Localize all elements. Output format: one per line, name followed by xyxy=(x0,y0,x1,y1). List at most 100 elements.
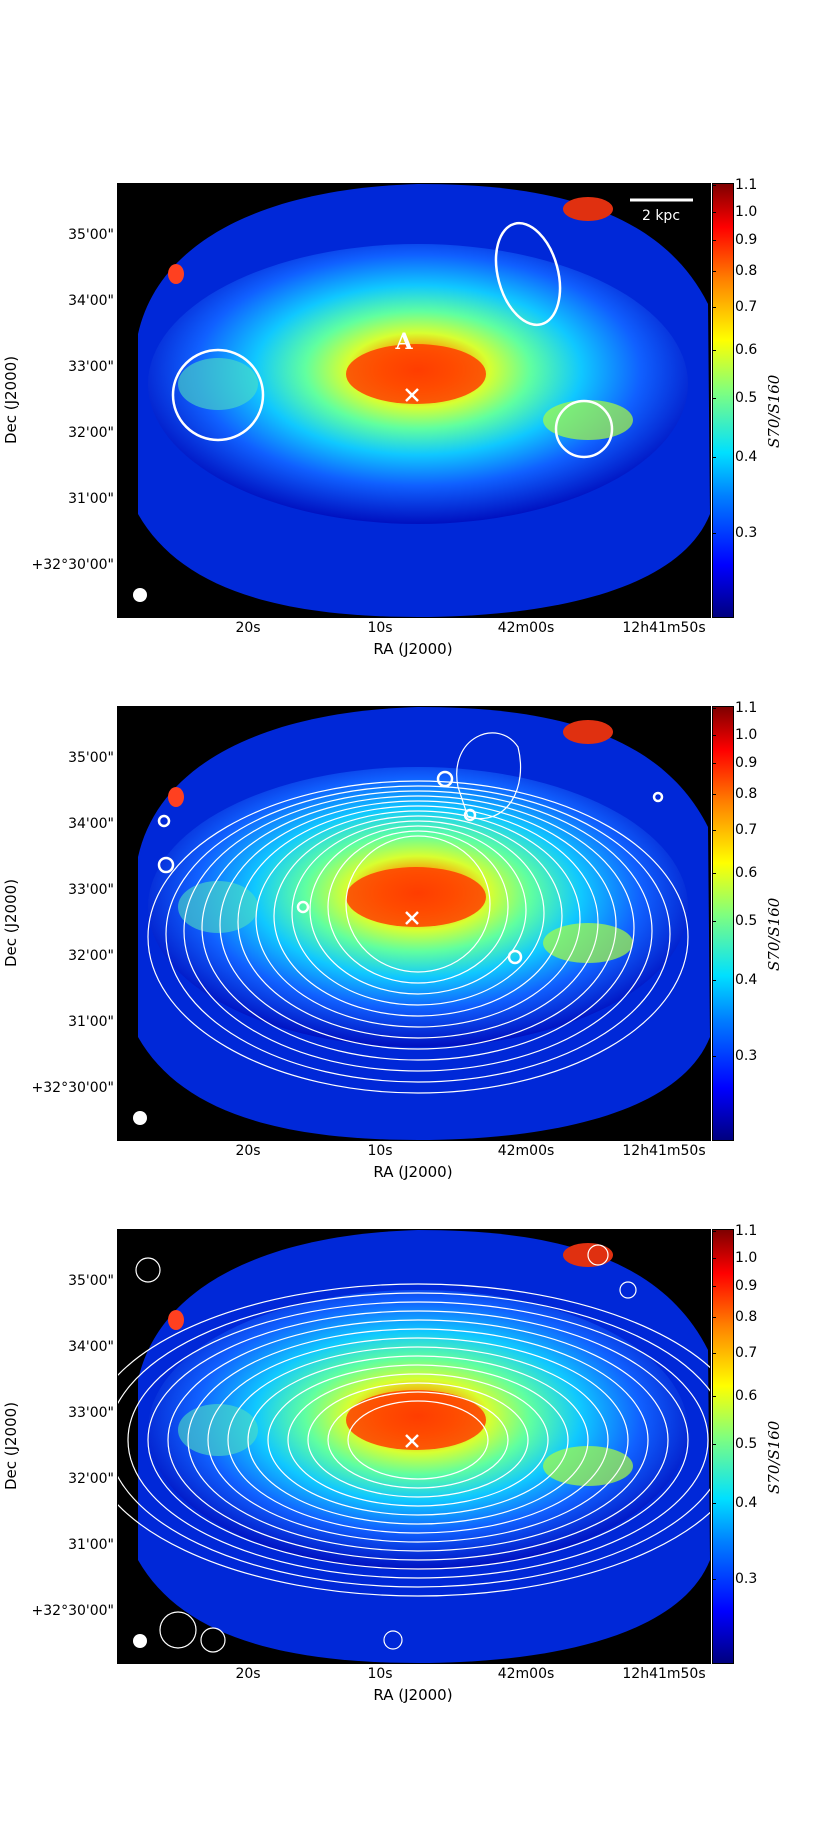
colorbar-tick-label: 0.9 xyxy=(735,232,758,248)
colorbar-tick-label: 0.6 xyxy=(735,1388,758,1404)
colorbar-tick-label: 0.4 xyxy=(735,972,758,988)
colorbar-tick xyxy=(712,1231,716,1232)
x-tick-label: 20s xyxy=(235,1143,261,1159)
colorbar-tick xyxy=(712,398,716,399)
colorbar-tick xyxy=(712,763,716,764)
colorbar-tick xyxy=(712,980,716,981)
contour-line xyxy=(347,1400,489,1480)
colorbar-tick-label: 1.0 xyxy=(735,727,758,743)
y-tick-label: +32°30'00" xyxy=(31,1080,114,1096)
contour-line xyxy=(118,1283,710,1597)
x-axis-label: RA (J2000) xyxy=(373,1163,453,1181)
colorbar-tick xyxy=(712,271,716,272)
colorbar-tick xyxy=(712,830,716,831)
colorbar-tick xyxy=(712,708,716,709)
contour-line xyxy=(165,785,671,1083)
contour-knot xyxy=(159,1611,197,1649)
y-tick-label: 34'00" xyxy=(68,293,114,309)
colorbar-tick-label: 1.1 xyxy=(735,700,758,716)
y-tick-label: 32'00" xyxy=(68,425,114,441)
y-tick-label: 34'00" xyxy=(68,816,114,832)
y-tick-label: 32'00" xyxy=(68,948,114,964)
colorbar-tick xyxy=(712,1444,716,1445)
colorbar-tick xyxy=(712,873,716,874)
y-tick-label: 31'00" xyxy=(68,1014,114,1030)
colorbar-tick-label: 0.5 xyxy=(735,1436,758,1452)
colorbar-tick-label: 0.6 xyxy=(735,342,758,358)
center-cross-marker xyxy=(405,1434,419,1448)
contour-line xyxy=(219,800,617,1050)
colorbar-tick-label: 0.4 xyxy=(735,1495,758,1511)
y-axis-label: Dec (J2000) xyxy=(2,355,20,445)
colorbar-tick-label: 0.8 xyxy=(735,1309,758,1325)
x-tick-label: 20s xyxy=(235,620,261,636)
x-tick-label: 12h41m50s xyxy=(622,1143,706,1159)
colorbar-tick xyxy=(712,185,716,186)
colorbar-tick xyxy=(712,307,716,308)
contour-line xyxy=(147,1310,689,1570)
contour-knot xyxy=(200,1627,226,1653)
scale-bar-label: 2 kpc xyxy=(642,208,680,224)
contour-knot xyxy=(652,791,664,803)
colorbar-tick-label: 0.9 xyxy=(735,1278,758,1294)
colorbar-tick-label: 0.3 xyxy=(735,525,758,541)
contour-line xyxy=(307,1382,529,1498)
contour-knot xyxy=(436,770,454,788)
image-map xyxy=(117,706,711,1141)
x-tick-label: 42m00s xyxy=(497,1666,555,1682)
y-tick-label: 33'00" xyxy=(68,359,114,375)
colorbar-tick-label: 0.7 xyxy=(735,299,758,315)
contour-line xyxy=(207,1337,629,1543)
colorbar-tick-label: 0.3 xyxy=(735,1048,758,1064)
map-canvas xyxy=(118,1230,710,1663)
colorbar xyxy=(712,706,734,1141)
center-cross-marker xyxy=(405,911,419,925)
x-axis-label: RA (J2000) xyxy=(373,1686,453,1704)
colorbar-tick xyxy=(712,212,716,213)
contour-line xyxy=(291,820,545,1006)
colorbar-tick xyxy=(712,1503,716,1504)
colorbar-tick-label: 1.0 xyxy=(735,1250,758,1266)
contour-line xyxy=(201,795,635,1061)
y-axis-label: Dec (J2000) xyxy=(2,878,20,968)
colorbar xyxy=(712,1229,734,1664)
contour-line xyxy=(147,780,689,1094)
contour-line xyxy=(183,790,653,1072)
colorbar-label: S70/S160 xyxy=(765,1420,783,1494)
colorbar-tick xyxy=(712,533,716,534)
contour-line xyxy=(247,1355,589,1525)
contour-line xyxy=(456,732,522,820)
x-tick-label: 42m00s xyxy=(497,620,555,636)
x-tick-label: 12h41m50s xyxy=(622,1666,706,1682)
colorbar-tick-label: 0.3 xyxy=(735,1571,758,1587)
colorbar-tick-label: 1.1 xyxy=(735,177,758,193)
contour-knot xyxy=(157,856,175,874)
contour-line xyxy=(309,825,527,995)
colorbar-tick xyxy=(712,350,716,351)
contour-knot xyxy=(157,814,171,828)
colorbar-label: S70/S160 xyxy=(765,897,783,971)
colorbar-tick xyxy=(712,1353,716,1354)
y-tick-label: 35'00" xyxy=(68,750,114,766)
colorbar-tick xyxy=(712,735,716,736)
galaxy-core xyxy=(346,867,486,927)
contour-line xyxy=(327,1391,509,1489)
map-canvas xyxy=(133,707,710,1140)
colorbar-tick-label: 0.8 xyxy=(735,786,758,802)
y-tick-label: 33'00" xyxy=(68,1405,114,1421)
region-label-a: A xyxy=(394,329,413,355)
x-tick-label: 10s xyxy=(367,1666,393,1682)
beam-marker xyxy=(133,588,147,602)
contour-set xyxy=(118,1244,710,1653)
contour-set xyxy=(147,732,689,1094)
figure-panel-top: 2 kpc A 35'00" 34'00" 33'00" 32'00" 31'00" +32°… xyxy=(0,178,830,703)
region-circle xyxy=(171,348,265,442)
x-tick-label: 20s xyxy=(235,1666,261,1682)
contour-knot xyxy=(507,949,523,965)
contour-knot xyxy=(383,1630,403,1650)
colorbar-tick xyxy=(712,1396,716,1397)
colorbar-tick-label: 0.4 xyxy=(735,449,758,465)
contour-line xyxy=(118,1292,710,1588)
y-tick-label: 34'00" xyxy=(68,1339,114,1355)
y-tick-label: 35'00" xyxy=(68,1273,114,1289)
